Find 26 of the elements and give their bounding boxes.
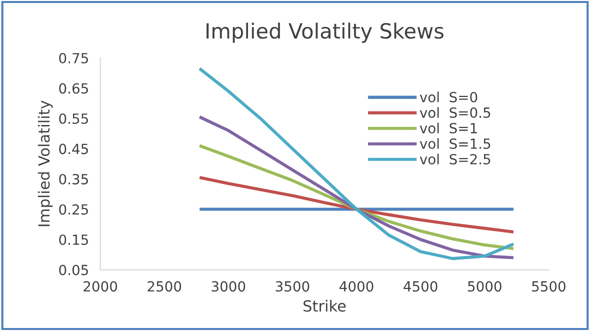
legend-label: vol S=0 bbox=[420, 92, 478, 102]
line-series bbox=[198, 176, 515, 234]
y-axis-title: Implied Volatility bbox=[38, 100, 53, 226]
y-tick-label: 0.05 bbox=[59, 264, 88, 276]
legend-label: vol S=2.5 bbox=[420, 154, 490, 164]
x-tick-label: 4000 bbox=[340, 281, 374, 292]
x-tick-label: 3000 bbox=[212, 281, 246, 292]
legend-label: vol S=1.5 bbox=[420, 138, 490, 149]
x-tick-label: 5000 bbox=[468, 281, 502, 292]
y-tick-label: 0.15 bbox=[59, 234, 88, 245]
y-tick-label: 0.55 bbox=[59, 113, 88, 124]
chart-title: Implied Volatilty Skews bbox=[206, 22, 444, 43]
x-tick-label: 4500 bbox=[404, 281, 438, 292]
legend-label: vol S=0.5 bbox=[420, 107, 490, 118]
x-axis-title: Strike bbox=[304, 300, 346, 312]
x-tick-label: 2000 bbox=[84, 281, 118, 292]
y-tick-label: 0.25 bbox=[59, 204, 88, 215]
y-tick-label: 0.45 bbox=[59, 144, 88, 154]
legend-label: vol S=1 bbox=[420, 122, 477, 134]
line-series bbox=[198, 66, 515, 260]
y-tick-label: 0.35 bbox=[59, 174, 88, 184]
y-tick-label: 0.65 bbox=[59, 83, 88, 94]
y-tick-label: 0.75 bbox=[59, 52, 88, 64]
x-tick-label: 2500 bbox=[148, 281, 182, 292]
x-tick-label: 3500 bbox=[276, 281, 310, 292]
x-tick-label: 5500 bbox=[532, 281, 566, 292]
